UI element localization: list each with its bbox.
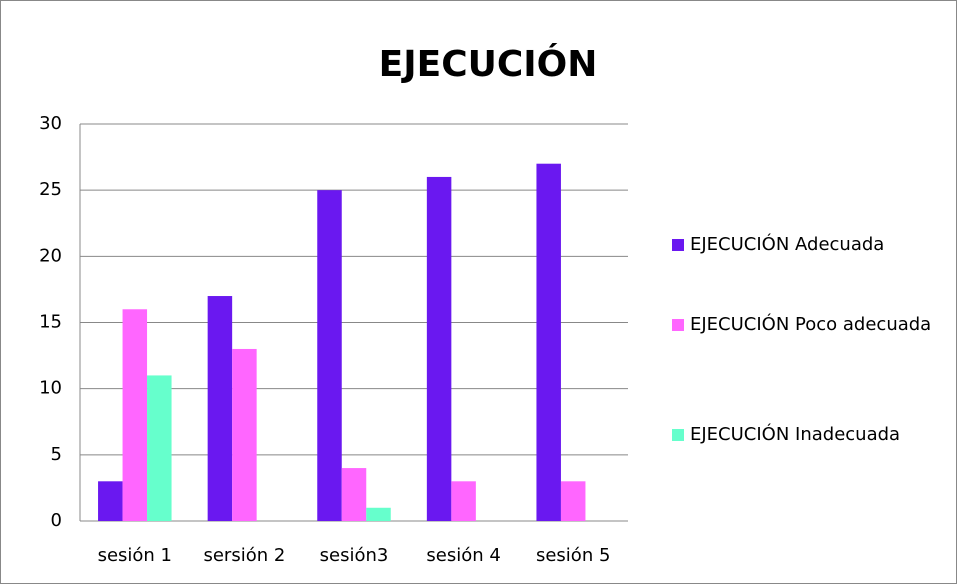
- legend-label: EJECUCIÓN Poco adecuada: [690, 314, 932, 335]
- bar: [451, 481, 476, 521]
- bar: [98, 481, 123, 521]
- chart-title: EJECUCIÓN: [379, 43, 598, 85]
- legend-swatch: [672, 239, 684, 251]
- y-tick-label: 5: [51, 444, 62, 465]
- y-tick-label: 20: [39, 245, 62, 266]
- y-tick-label: 25: [39, 179, 62, 200]
- y-tick-label: 10: [39, 378, 62, 399]
- x-tick-label: sesión 4: [426, 545, 500, 566]
- bar: [536, 163, 561, 521]
- bar: [341, 468, 367, 521]
- bar: [560, 481, 586, 521]
- bar: [317, 190, 342, 521]
- legend-swatch: [672, 429, 684, 441]
- bar: [147, 375, 172, 521]
- legend-swatch: [672, 319, 684, 331]
- legend-label: EJECUCIÓN Adecuada: [690, 234, 885, 255]
- x-tick-label: sesión3: [320, 545, 389, 566]
- x-tick-label: sesión 1: [98, 545, 172, 566]
- bar: [207, 296, 233, 521]
- y-tick-label: 0: [51, 510, 62, 531]
- y-tick-label: 30: [39, 113, 62, 134]
- bar: [232, 348, 257, 521]
- x-tick-label: sersión 2: [203, 545, 285, 566]
- x-tick-label: sesión 5: [536, 545, 610, 566]
- bar: [366, 507, 391, 521]
- bar: [122, 309, 148, 521]
- legend-label: EJECUCIÓN Inadecuada: [690, 424, 901, 445]
- bar: [426, 176, 452, 521]
- y-tick-label: 15: [39, 312, 62, 333]
